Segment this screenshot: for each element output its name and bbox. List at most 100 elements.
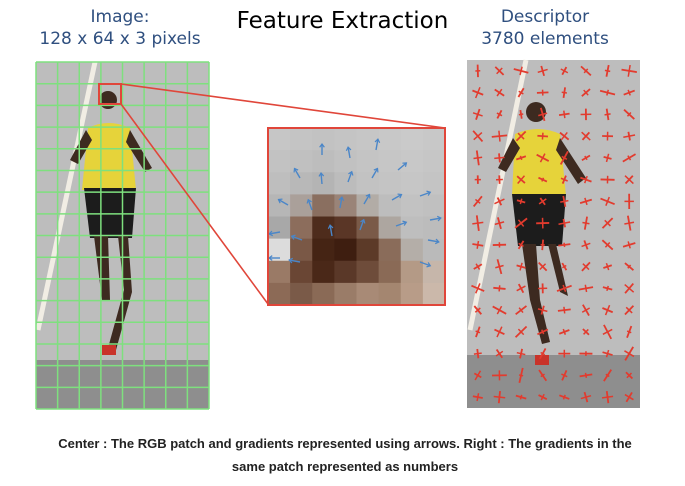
- input-image-size: 128 x 64 x 3 pixels: [39, 29, 201, 49]
- patch-pixel: [356, 150, 380, 173]
- patch-pixel: [378, 128, 402, 151]
- descriptor-arrow: [602, 285, 613, 292]
- patch-pixel: [400, 150, 424, 173]
- patch-pixel: [268, 128, 291, 151]
- zoom-source-box: [98, 83, 122, 105]
- descriptor-arrow: [624, 392, 634, 403]
- descriptor-arrow: [561, 87, 568, 99]
- descriptor-arrow: [514, 325, 528, 338]
- gradient-arrow: [397, 162, 408, 171]
- descriptor-arrow: [622, 153, 636, 163]
- descriptor-arrow: [559, 150, 569, 165]
- descriptor-arrow: [473, 348, 482, 359]
- descriptor-size: 3780 elements: [481, 29, 609, 49]
- descriptor-arrow: [580, 175, 592, 184]
- patch-pixel: [356, 216, 380, 240]
- descriptor-arrow: [558, 328, 570, 335]
- patch-pixel: [268, 238, 291, 262]
- descriptor-arrow: [582, 328, 590, 336]
- descriptor-arrow: [580, 108, 592, 121]
- patch-pixel: [334, 282, 357, 306]
- input-image: [35, 61, 210, 410]
- gradient-arrow: [288, 257, 301, 264]
- patch-pixel: [422, 172, 446, 195]
- patch-pixel: [356, 260, 380, 284]
- descriptor-arrow: [561, 369, 568, 381]
- gradient-arrow: [429, 215, 442, 222]
- descriptor-arrow: [538, 197, 547, 206]
- descriptor-arrow: [581, 131, 591, 141]
- descriptor-arrow: [558, 218, 571, 228]
- descriptor-arrow: [557, 306, 571, 314]
- gradient-arrow: [427, 238, 440, 245]
- descriptor-arrow: [493, 390, 506, 404]
- patch-pixel: [378, 194, 402, 217]
- patch-pixel: [312, 150, 335, 173]
- descriptor-arrow: [473, 305, 482, 315]
- descriptor-arrow: [472, 130, 484, 143]
- patch-pixel: [312, 216, 335, 240]
- patch-pixel: [334, 172, 357, 195]
- descriptor-arrow: [495, 259, 504, 275]
- patch-pixel: [400, 260, 424, 284]
- descriptor-arrow: [604, 64, 611, 77]
- descriptor-arrow: [516, 262, 526, 271]
- gradient-arrow: [359, 218, 366, 231]
- descriptor-arrow: [558, 349, 571, 358]
- descriptor-arrow: [601, 239, 614, 251]
- caption-line-1: Center : The RGB patch and gradients rep…: [58, 436, 632, 451]
- caption-line-2: same patch represented as numbers: [231, 459, 459, 474]
- descriptor-arrow: [518, 367, 524, 384]
- gradient-arrow: [395, 220, 408, 227]
- descriptor-arrow: [538, 369, 548, 382]
- patch-pixel: [312, 128, 335, 151]
- patch-pixel: [356, 238, 380, 262]
- patch-pixel: [378, 150, 402, 173]
- descriptor-arrow: [624, 305, 635, 316]
- gradient-arrow: [277, 198, 289, 206]
- descriptor-arrow: [556, 284, 572, 292]
- descriptor-arrow: [559, 394, 570, 400]
- patch-pixel: [268, 194, 291, 217]
- zoom-connector-bottom: [120, 103, 269, 305]
- descriptor-arrow: [474, 175, 481, 184]
- descriptor-arrow: [623, 131, 636, 141]
- descriptor-arrow: [602, 304, 614, 316]
- patch-pixel: [290, 194, 313, 217]
- descriptor-arrow: [492, 242, 507, 248]
- descriptor-arrow: [536, 153, 550, 163]
- descriptor-arrow: [560, 66, 569, 76]
- gradient-arrow: [327, 224, 334, 237]
- descriptor-arrow: [581, 88, 591, 97]
- descriptor-arrow: [625, 371, 634, 380]
- descriptor-arrow: [515, 305, 528, 316]
- descriptor-arrow: [561, 262, 568, 271]
- patch-pixel: [378, 172, 402, 195]
- descriptor-arrow: [513, 66, 529, 76]
- runner-figure-right: [498, 102, 586, 365]
- patch-pixel: [356, 282, 380, 306]
- descriptor-arrow: [601, 217, 614, 229]
- patch-pixel: [356, 194, 380, 217]
- descriptor-arrow: [538, 283, 548, 294]
- descriptor-arrow: [603, 262, 613, 271]
- descriptor-arrow: [516, 283, 526, 294]
- descriptor-arrow: [579, 372, 593, 379]
- patch-pixel: [400, 238, 424, 262]
- descriptor-arrow: [515, 130, 527, 142]
- descriptor-arrow: [536, 217, 550, 229]
- gradient-arrow: [347, 170, 354, 183]
- patch-pixel: [400, 172, 424, 195]
- descriptor-arrow: [491, 130, 508, 142]
- descriptor-arrow: [601, 390, 614, 404]
- descriptor-arrow: [558, 242, 571, 248]
- descriptor-arrow: [473, 263, 483, 270]
- patch-pixel: [268, 172, 291, 195]
- gradient-arrow: [268, 230, 281, 237]
- gradient-arrow: [363, 193, 371, 205]
- descriptor-arrow: [515, 394, 527, 400]
- descriptor-arrow: [581, 240, 591, 250]
- descriptor-arrow: [472, 108, 483, 120]
- descriptor-arrow: [494, 153, 505, 163]
- descriptor-arrow: [514, 217, 528, 229]
